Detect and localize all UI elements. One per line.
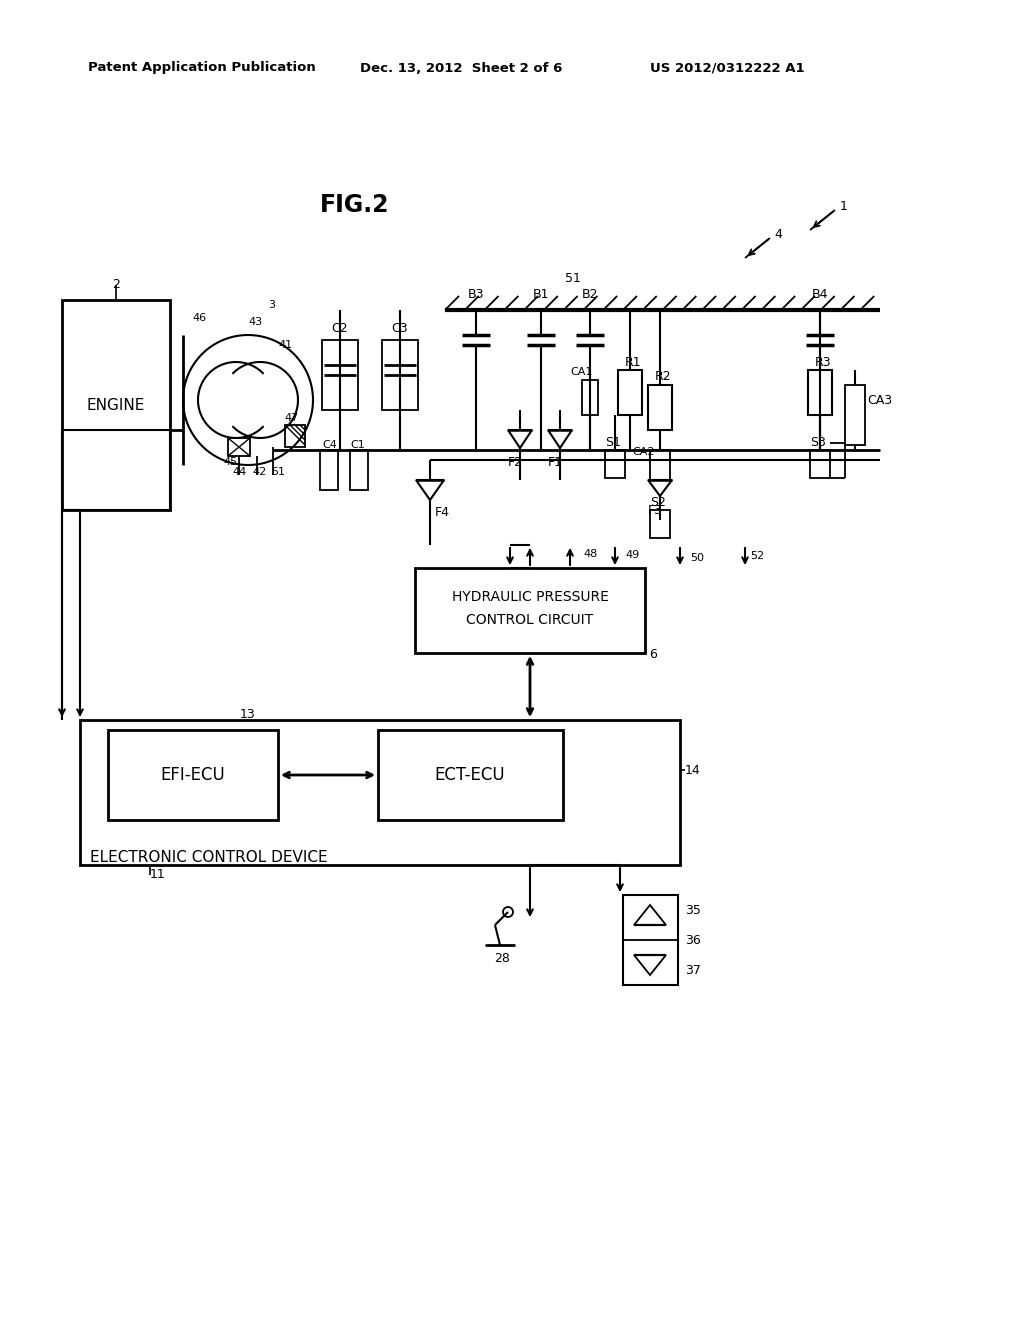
Text: R1: R1 (625, 355, 642, 368)
Polygon shape (648, 480, 672, 496)
Polygon shape (634, 906, 666, 925)
Bar (285, 425, 305, 447)
Text: S3: S3 (810, 437, 826, 450)
Text: 41: 41 (278, 341, 292, 350)
Text: 1: 1 (840, 199, 848, 213)
Text: 45: 45 (223, 457, 238, 467)
Text: HYDRAULIC PRESSURE: HYDRAULIC PRESSURE (452, 590, 608, 605)
Text: 4: 4 (774, 227, 782, 240)
Text: B4: B4 (812, 289, 828, 301)
Text: 48: 48 (583, 549, 597, 558)
Text: 52: 52 (750, 550, 764, 561)
Polygon shape (416, 480, 444, 500)
Bar (582, 380, 598, 414)
Text: EFI-ECU: EFI-ECU (161, 766, 225, 784)
Text: 43: 43 (248, 317, 262, 327)
Text: ENGINE: ENGINE (87, 397, 145, 412)
Text: R3: R3 (815, 355, 831, 368)
Text: 6: 6 (649, 648, 656, 661)
Text: R2: R2 (655, 371, 672, 384)
Bar (650, 450, 670, 480)
Text: S2: S2 (650, 496, 666, 510)
Text: ECT-ECU: ECT-ECU (434, 766, 505, 784)
Text: C3: C3 (392, 322, 409, 334)
Bar (808, 370, 831, 414)
Text: 46: 46 (193, 313, 206, 323)
Text: 51: 51 (271, 467, 285, 477)
Text: 36: 36 (685, 933, 700, 946)
Circle shape (503, 907, 513, 917)
Bar (845, 385, 865, 445)
Text: Patent Application Publication: Patent Application Publication (88, 62, 315, 74)
Text: S1: S1 (605, 437, 621, 450)
Bar (618, 370, 642, 414)
Text: 3: 3 (268, 300, 275, 310)
Text: 13: 13 (240, 709, 256, 722)
Text: 42: 42 (252, 467, 266, 477)
Polygon shape (508, 430, 532, 447)
Text: CONTROL CIRCUIT: CONTROL CIRCUIT (467, 612, 594, 627)
Text: F3: F3 (647, 503, 663, 516)
Text: CA1: CA1 (570, 367, 592, 378)
Text: Dec. 13, 2012  Sheet 2 of 6: Dec. 13, 2012 Sheet 2 of 6 (360, 62, 562, 74)
Bar (623, 895, 678, 985)
Text: ELECTRONIC CONTROL DEVICE: ELECTRONIC CONTROL DEVICE (90, 850, 328, 865)
Bar (415, 568, 645, 653)
Text: C4: C4 (322, 440, 337, 450)
Text: F2: F2 (508, 455, 522, 469)
Bar (382, 341, 418, 411)
Text: CA2: CA2 (632, 447, 654, 457)
Text: FIG.2: FIG.2 (321, 193, 390, 216)
Text: 35: 35 (685, 903, 700, 916)
Bar (378, 730, 563, 820)
Text: 51: 51 (565, 272, 581, 285)
Bar (605, 450, 625, 478)
Text: 2: 2 (112, 279, 120, 292)
Text: B1: B1 (532, 289, 549, 301)
Text: 47: 47 (284, 413, 298, 422)
Text: US 2012/0312222 A1: US 2012/0312222 A1 (650, 62, 805, 74)
Text: CA3: CA3 (867, 393, 892, 407)
Bar (319, 450, 338, 490)
Text: C2: C2 (332, 322, 348, 334)
Bar (62, 300, 170, 510)
Polygon shape (634, 954, 666, 975)
Text: B2: B2 (582, 289, 598, 301)
Bar (228, 438, 250, 455)
Bar (108, 730, 278, 820)
Bar (350, 450, 368, 490)
Bar (810, 450, 830, 478)
Text: 37: 37 (685, 964, 700, 977)
Text: 50: 50 (690, 553, 705, 564)
Text: 28: 28 (494, 952, 510, 965)
Text: 14: 14 (685, 763, 700, 776)
Text: 44: 44 (232, 467, 246, 477)
Text: B3: B3 (468, 289, 484, 301)
Text: 11: 11 (150, 869, 166, 882)
Bar (80, 719, 680, 865)
Text: F4: F4 (435, 506, 450, 519)
Polygon shape (548, 430, 572, 447)
Text: C1: C1 (350, 440, 365, 450)
Bar (648, 385, 672, 430)
Text: F1: F1 (548, 455, 562, 469)
Bar (650, 510, 670, 539)
Bar (322, 341, 358, 411)
Text: 49: 49 (625, 550, 639, 560)
